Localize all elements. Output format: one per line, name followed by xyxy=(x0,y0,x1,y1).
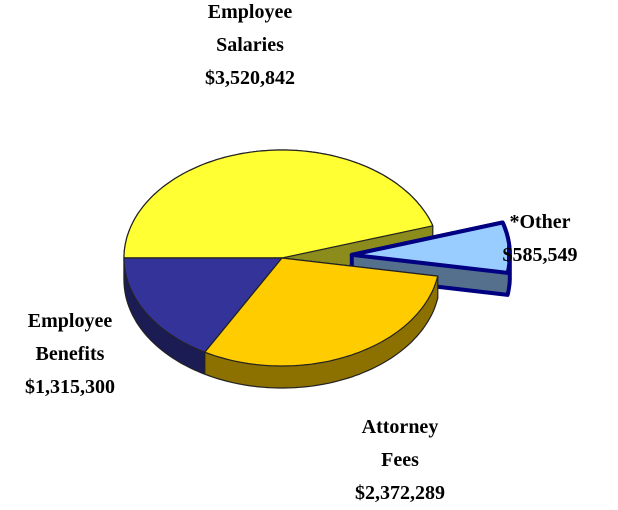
category-name: Employee Salaries xyxy=(207,1,293,56)
slice-label: Attorney Fees $2,372,289 xyxy=(315,411,485,510)
slice xyxy=(204,257,439,367)
category-name: Employee Benefits xyxy=(27,310,113,365)
slice-label: Employee Salaries $3,520,842 xyxy=(165,0,335,95)
category-name: Attorney Fees xyxy=(361,416,439,471)
value-label: $585,549 xyxy=(502,244,578,266)
slice xyxy=(123,149,434,259)
category-name: *Other xyxy=(509,211,571,233)
value-label: $1,315,300 xyxy=(25,376,115,398)
value-label: $2,372,289 xyxy=(355,482,445,504)
slice xyxy=(349,220,512,275)
value-label: $3,520,842 xyxy=(205,67,295,89)
slice-label: Employee Benefits $1,315,300 xyxy=(0,305,155,404)
slice-label: *Other $585,549 xyxy=(480,206,600,272)
slice xyxy=(123,257,283,353)
